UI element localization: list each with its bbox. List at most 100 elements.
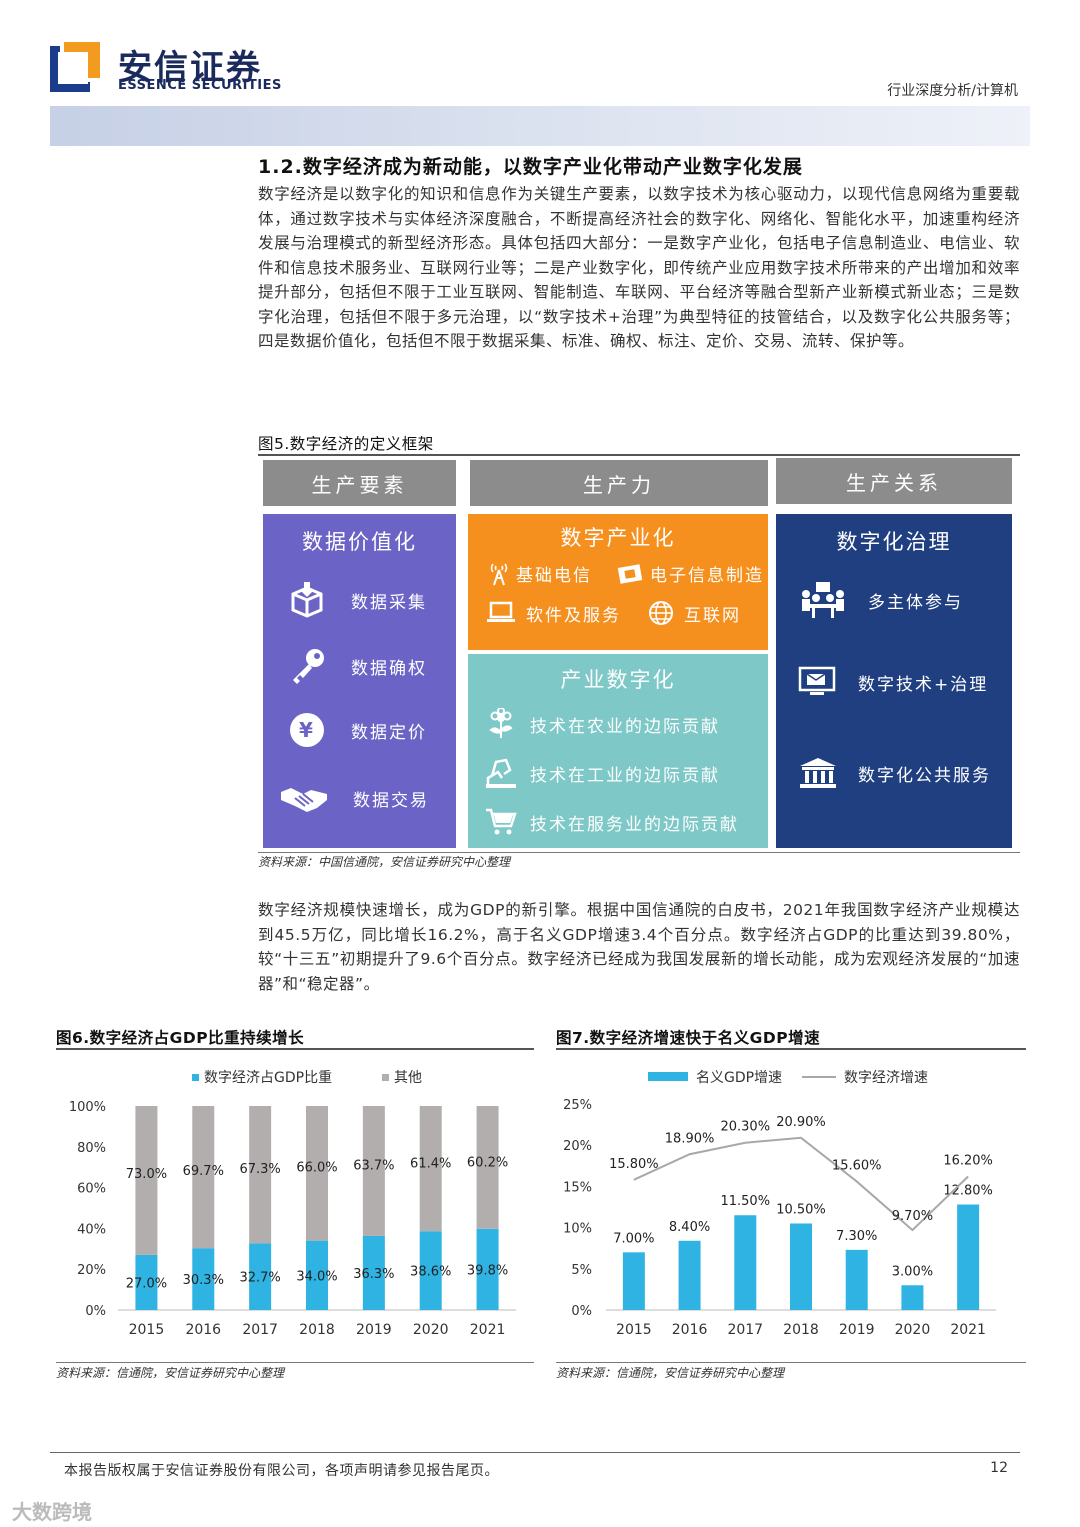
y-tick-label: 60% <box>77 1182 106 1197</box>
col1-item: 数据交易 <box>279 778 456 818</box>
data-label: 36.3% <box>353 1267 394 1282</box>
col1-item: ¥ 数据定价 <box>287 710 456 750</box>
electronic-manufacturing-label: 电子信息制造 <box>650 565 764 586</box>
y-tick-label: 100% <box>69 1100 106 1115</box>
handshake-icon <box>279 778 329 818</box>
figure5-source: 资料来源：中国信通院，安信证券研究中心整理 <box>258 855 511 869</box>
box-download-icon <box>287 580 327 620</box>
y-tick-label: 15% <box>563 1180 592 1195</box>
data-pricing-label: 数据定价 <box>351 722 427 743</box>
data-collection-label: 数据采集 <box>351 592 427 613</box>
data-valorization-panel: 数据价值化 数据采集 数据确权 ¥ 数据定价 数据交易 <box>263 514 456 848</box>
bar-other <box>362 1106 385 1236</box>
data-label: 7.30% <box>836 1229 877 1244</box>
col2b-item: 技术在工业的边际贡献 <box>484 756 768 790</box>
line-data-label: 15.60% <box>832 1158 882 1173</box>
data-valorization-title: 数据价值化 <box>302 530 417 554</box>
data-label: 7.00% <box>613 1231 654 1246</box>
y-tick-label: 0% <box>571 1304 592 1319</box>
x-tick-label: 2017 <box>727 1322 763 1338</box>
figure7-source: 资料来源：信通院，安信证券研究中心整理 <box>556 1366 785 1380</box>
legend-label: 其他 <box>394 1070 422 1086</box>
bar-other <box>192 1106 215 1249</box>
monitor-mail-icon <box>798 666 838 698</box>
laptop-icon <box>486 600 516 626</box>
data-label: 60.2% <box>467 1155 508 1170</box>
x-tick-label: 2021 <box>470 1322 506 1338</box>
bar-digital-share <box>135 1254 158 1310</box>
bar-other <box>476 1106 499 1229</box>
bar-digital-share <box>306 1240 328 1310</box>
x-tick-label: 2016 <box>185 1322 221 1338</box>
x-tick-label: 2017 <box>242 1322 278 1338</box>
footer-rule <box>50 1452 1020 1453</box>
data-label: 67.3% <box>239 1162 280 1177</box>
data-label: 34.0% <box>296 1269 337 1284</box>
digital-governance-title: 数字化治理 <box>836 530 952 554</box>
industry-contribution-label: 技术在工业的边际贡献 <box>530 765 720 786</box>
figure6-bottom-rule <box>56 1362 534 1363</box>
services-contribution-label: 技术在服务业的边际贡献 <box>530 814 739 835</box>
data-label: 27.0% <box>126 1276 167 1291</box>
col2a-item: 软件及服务 <box>486 600 646 626</box>
internet-label: 互联网 <box>684 605 741 626</box>
line-data-label: 18.90% <box>665 1131 715 1146</box>
multi-party-label: 多主体参与 <box>868 592 963 613</box>
industrial-digitalization-title: 产业数字化 <box>560 668 676 692</box>
watermark: 大数跨境 <box>12 1500 92 1524</box>
data-label: 63.7% <box>353 1158 394 1173</box>
logo-name-en: ESSENCE SECURITIES <box>118 78 282 93</box>
bar-digital-share <box>419 1231 442 1310</box>
gdp-share-chart: 数字经济占GDP比重 其他 0% 20% 40% 60% 80% 100% 27.0% 73.0%… <box>69 1070 516 1338</box>
header-productivity: 生产力 <box>470 460 768 506</box>
y-tick-label: 40% <box>77 1222 106 1237</box>
bar-nominal-gdp <box>622 1252 645 1310</box>
digital-industrialization-panel: 数字产业化 基础电信 电子信息制造 软件及服务 互联网 <box>468 514 768 650</box>
digital-tech-governance-label: 数字技术+治理 <box>858 674 989 695</box>
x-tick-label: 2018 <box>299 1322 335 1338</box>
bar-nominal-gdp <box>957 1204 980 1310</box>
y-tick-label: 25% <box>563 1098 592 1113</box>
line-data-label: 15.80% <box>609 1157 659 1172</box>
data-label: 12.80% <box>943 1184 993 1199</box>
bar-nominal-gdp <box>790 1223 812 1310</box>
bar-other <box>419 1106 442 1232</box>
growth-rate-chart: 名义GDP增速 数字经济增速 0% 5% 10% 15% 20% 25% 7.00% 2015 8.… <box>563 1070 996 1338</box>
data-label: 38.6% <box>410 1265 451 1280</box>
bar-nominal-gdp <box>901 1285 924 1310</box>
col2a-item: 互联网 <box>646 600 741 626</box>
y-tick-label: 5% <box>571 1263 592 1278</box>
x-tick-label: 2015 <box>129 1322 165 1338</box>
bar-other <box>135 1106 158 1255</box>
y-tick-label: 20% <box>77 1263 106 1278</box>
meeting-icon <box>798 580 848 620</box>
data-label: 10.50% <box>776 1202 826 1217</box>
figure5-title: 图5.数字经济的定义框架 <box>258 435 434 453</box>
footer-disclaimer: 本报告版权属于安信证券股份有限公司，各项声明请参见报告尾页。 <box>64 1463 499 1479</box>
data-label: 30.3% <box>183 1273 224 1288</box>
logo-icon <box>50 38 102 92</box>
x-tick-label: 2020 <box>413 1322 449 1338</box>
col2b-item: 技术在农业的边际贡献 <box>484 708 768 740</box>
figure6-source: 资料来源：信通院，安信证券研究中心整理 <box>56 1366 285 1380</box>
header-production-relations: 生产关系 <box>776 458 1012 504</box>
col3-item: 数字化公共服务 <box>798 756 1012 790</box>
bar-nominal-gdp <box>845 1249 868 1310</box>
data-rights-label: 数据确权 <box>351 658 427 679</box>
software-services-label: 软件及服务 <box>526 605 621 626</box>
bar-digital-share <box>476 1228 499 1310</box>
line-data-label: 9.70% <box>892 1209 933 1224</box>
y-tick-label: 20% <box>563 1139 592 1154</box>
data-label: 61.4% <box>410 1156 451 1171</box>
col1-item: 数据确权 <box>287 646 456 686</box>
cart-icon <box>484 806 518 838</box>
agriculture-contribution-label: 技术在农业的边际贡献 <box>530 716 720 737</box>
line-digital-growth <box>633 1136 969 1232</box>
col2b-item: 技术在服务业的边际贡献 <box>484 806 768 838</box>
chip-icon <box>616 560 646 586</box>
key-icon <box>287 646 327 686</box>
legend-swatch <box>382 1074 389 1081</box>
figure7-top-rule <box>556 1048 1026 1050</box>
figure7-bottom-rule <box>556 1362 1026 1363</box>
figure6-title: 图6.数字经济占GDP比重持续增长 <box>56 1029 305 1047</box>
